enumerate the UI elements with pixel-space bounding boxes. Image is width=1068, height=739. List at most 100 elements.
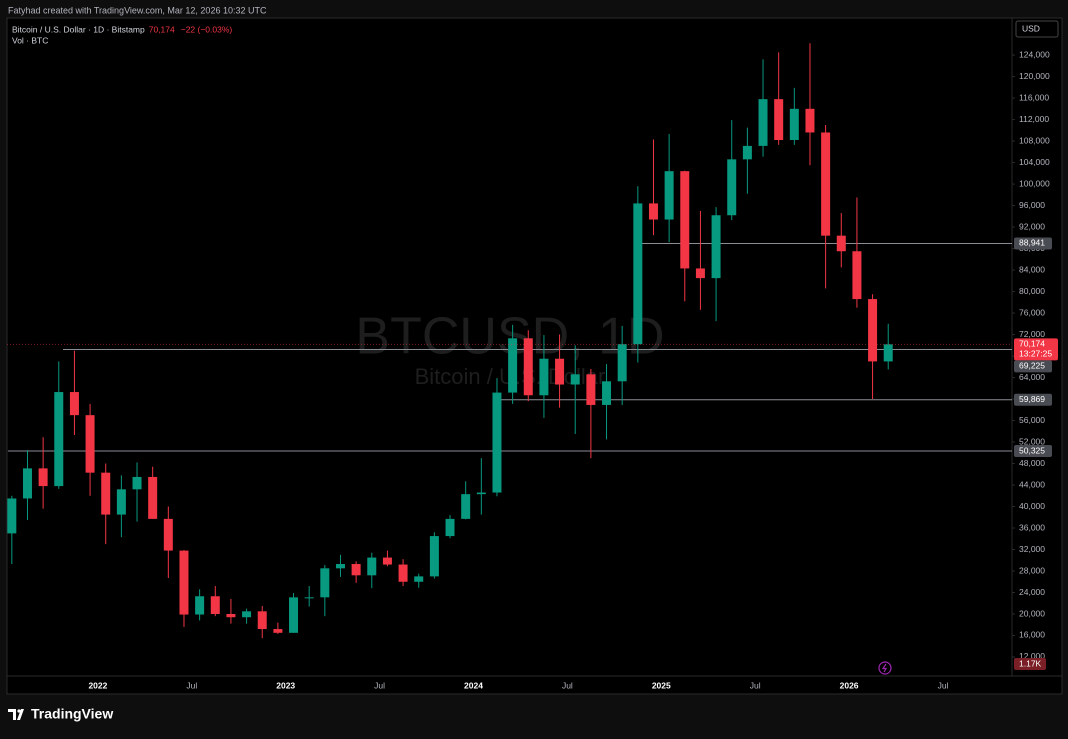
- y-tick-label: 108,000: [1019, 135, 1050, 145]
- candle-body: [22, 468, 32, 499]
- candle-body: [774, 99, 784, 140]
- candle-body: [742, 145, 752, 160]
- candle-body: [461, 494, 471, 519]
- candle-body: [85, 415, 95, 473]
- y-tick-label: 36,000: [1019, 522, 1045, 532]
- y-tick-label: 100,000: [1019, 178, 1050, 188]
- candle-body: [414, 576, 424, 582]
- y-tick-label: 16,000: [1019, 630, 1045, 640]
- event-icon[interactable]: [878, 661, 892, 675]
- candle-body: [789, 108, 799, 140]
- candle-body: [116, 489, 126, 515]
- level-tag-label: 88,941: [1019, 238, 1045, 248]
- candle-body: [648, 203, 658, 220]
- candle-body: [163, 518, 173, 551]
- y-tick-label: 12,000: [1019, 651, 1045, 661]
- candle-body: [398, 564, 408, 582]
- y-tick-label: 76,000: [1019, 307, 1045, 317]
- y-tick-label: 56,000: [1019, 415, 1045, 425]
- candle-body: [570, 374, 580, 385]
- last-price-tag: [1014, 338, 1058, 361]
- candle-body: [523, 338, 533, 396]
- volume-label: 1.17K: [1019, 658, 1042, 668]
- candle-body: [242, 611, 252, 618]
- candle-body: [695, 268, 705, 279]
- candle-body: [7, 498, 17, 534]
- candle-body: [836, 235, 846, 252]
- logo-dot: [17, 709, 21, 713]
- candle-body: [852, 251, 862, 300]
- x-tick-label: 2024: [464, 680, 483, 690]
- currency-box[interactable]: [1015, 20, 1059, 38]
- y-tick-label: 80,000: [1019, 286, 1045, 296]
- candle-body: [289, 597, 299, 633]
- brand: TradingView: [31, 706, 113, 722]
- event-bolt: [881, 663, 888, 673]
- y-tick-label: 112,000: [1019, 114, 1049, 124]
- last-value: 70,174: [149, 24, 175, 34]
- candle-body: [210, 596, 220, 615]
- candle-body: [617, 344, 627, 382]
- x-tick-label: 2023: [276, 680, 295, 690]
- x-tick-label: 2022: [88, 680, 107, 690]
- candle-body: [101, 472, 111, 515]
- y-tick-label: 24,000: [1019, 587, 1045, 597]
- candle-body: [148, 476, 158, 519]
- candle-body: [586, 374, 596, 405]
- candle-body: [195, 596, 205, 615]
- candle-body: [476, 492, 486, 495]
- change-value: −22 (−0.03%): [181, 24, 233, 34]
- x-tick-label: Jul: [562, 680, 573, 690]
- candle-body: [132, 476, 142, 490]
- candle-body: [555, 358, 565, 385]
- candle-body: [445, 518, 455, 537]
- y-tick-label: 120,000: [1019, 71, 1050, 81]
- y-tick-label: 28,000: [1019, 565, 1045, 575]
- y-tick-label: 20,000: [1019, 608, 1045, 618]
- y-tick-label: 52,000: [1019, 436, 1045, 446]
- candle-body: [38, 468, 48, 487]
- y-tick-label: 84,000: [1019, 264, 1045, 274]
- candle-body: [883, 344, 893, 362]
- candle-body: [727, 159, 737, 216]
- y-tick-label: 40,000: [1019, 501, 1045, 511]
- time-scale: [6, 675, 1063, 695]
- x-tick-label: Jul: [750, 680, 761, 690]
- candle-body: [226, 614, 236, 618]
- candle-body: [257, 611, 267, 630]
- symbol-title: Bitcoin / U.S. Dollar · 1D · Bitstamp: [12, 24, 145, 34]
- candle-body: [868, 299, 878, 362]
- level-tag: [1014, 237, 1052, 250]
- credit: Fatyhad created with TradingView.com, Ma…: [8, 5, 267, 15]
- candle-body: [508, 338, 518, 393]
- y-tick-label: 44,000: [1019, 479, 1045, 489]
- candle-body: [429, 536, 439, 577]
- currency[interactable]: USD: [1022, 23, 1040, 33]
- level-tag-label: 50,325: [1019, 445, 1045, 455]
- candle-body: [273, 629, 283, 633]
- x-tick-label: Jul: [374, 680, 385, 690]
- level-tag: [1014, 360, 1052, 373]
- candle-body: [805, 108, 815, 133]
- level-tag: [1014, 393, 1052, 406]
- last-price-label: 70,174: [1019, 339, 1045, 349]
- candle-body: [367, 557, 377, 576]
- candle-body: [492, 392, 502, 493]
- plot-layer: [7, 43, 1012, 639]
- volume-title: Vol · BTC: [12, 35, 48, 45]
- x-tick-label: Jul: [186, 680, 197, 690]
- y-tick-label: 124,000: [1019, 49, 1050, 59]
- candle-body: [69, 392, 79, 416]
- countdown: 13:27:25: [1019, 349, 1052, 359]
- y-tick-label: 96,000: [1019, 200, 1045, 210]
- level-tag: [1014, 445, 1052, 458]
- candle-body: [602, 381, 612, 405]
- candle-body: [680, 171, 690, 269]
- y-tick-label: 92,000: [1019, 221, 1045, 231]
- y-tick-label: 104,000: [1019, 157, 1050, 167]
- candle-body: [54, 392, 64, 487]
- candle-body: [664, 171, 674, 220]
- candle-body: [351, 564, 361, 576]
